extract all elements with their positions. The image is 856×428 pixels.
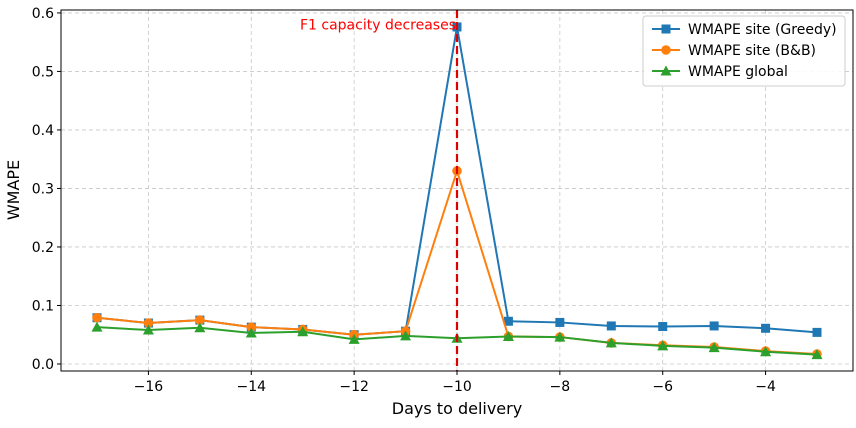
x-tick-label: −16 bbox=[134, 379, 164, 395]
legend-label: WMAPE site (Greedy) bbox=[688, 22, 837, 38]
data-point bbox=[246, 322, 257, 332]
data-point bbox=[400, 330, 412, 341]
x-tick-label: −4 bbox=[755, 379, 776, 395]
x-tick-label: −12 bbox=[339, 379, 369, 395]
legend-marker bbox=[661, 24, 671, 34]
data-point bbox=[348, 333, 360, 344]
x-tick-label: −8 bbox=[550, 379, 571, 395]
data-point bbox=[606, 321, 616, 331]
legend-marker bbox=[661, 45, 671, 55]
capacity-annotation: F1 capacity decreases bbox=[300, 18, 456, 34]
y-tick-label: 0.4 bbox=[32, 123, 54, 139]
x-axis-label: Days to delivery bbox=[392, 399, 522, 418]
y-tick-label: 0.5 bbox=[32, 64, 54, 80]
data-point bbox=[812, 327, 822, 337]
data-point bbox=[194, 322, 206, 333]
data-point bbox=[92, 312, 102, 323]
data-point bbox=[245, 327, 257, 338]
data-point bbox=[195, 315, 205, 325]
y-tick-label: 0.1 bbox=[32, 298, 54, 314]
y-tick-label: 0.3 bbox=[32, 181, 54, 197]
data-point bbox=[554, 331, 566, 342]
data-point bbox=[143, 318, 154, 328]
x-tick-label: −6 bbox=[652, 379, 673, 395]
data-point bbox=[91, 321, 103, 332]
data-point bbox=[503, 316, 513, 326]
x-tick-label: −10 bbox=[442, 379, 472, 395]
legend-label: WMAPE site (B&B) bbox=[688, 43, 816, 59]
data-point bbox=[811, 349, 823, 360]
legend-label: WMAPE global bbox=[688, 64, 788, 80]
y-tick-label: 0.6 bbox=[32, 6, 54, 22]
y-tick-label: 0.2 bbox=[32, 240, 54, 256]
x-tick-label: −14 bbox=[237, 379, 267, 395]
ticks-layer: −16 −14 −12 −10 −8 −6 −4 0.0 0.1 0.2 0.3 0.4 0.5 0.6 bbox=[32, 6, 776, 395]
legend-marker bbox=[660, 65, 672, 76]
data-point bbox=[760, 346, 772, 357]
data-point bbox=[605, 337, 617, 348]
legend-entry: WMAPE global bbox=[652, 64, 788, 80]
legend-entry: WMAPE site (Greedy) bbox=[652, 22, 837, 38]
data-point bbox=[709, 321, 719, 331]
data-point bbox=[658, 322, 668, 332]
data-point bbox=[297, 326, 309, 337]
data-point bbox=[657, 340, 669, 351]
legend-entry: WMAPE site (B&B) bbox=[652, 43, 816, 59]
data-point bbox=[708, 342, 720, 353]
data-point bbox=[142, 324, 154, 335]
legend: WMAPE site (Greedy) WMAPE site (B&B) WMAPE… bbox=[642, 15, 846, 87]
y-tick-label: 0.0 bbox=[32, 357, 54, 373]
legend-box bbox=[642, 15, 846, 87]
y-axis-label: WMAPE bbox=[4, 160, 23, 220]
data-point bbox=[555, 317, 565, 327]
data-point bbox=[502, 330, 514, 341]
data-point bbox=[761, 323, 771, 333]
